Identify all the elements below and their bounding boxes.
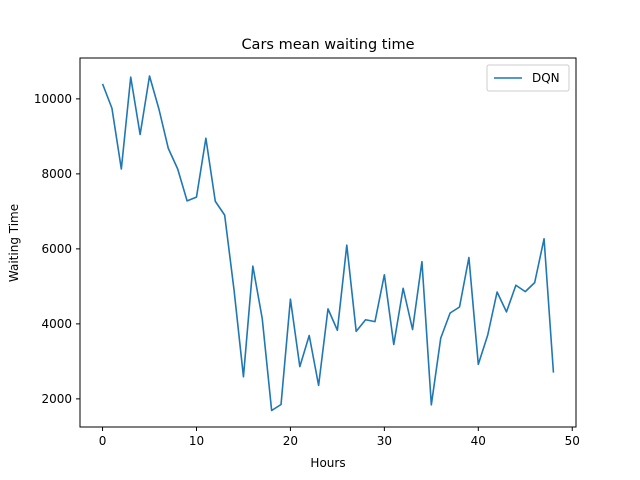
x-tick-label: 20	[283, 434, 298, 448]
x-axis: 0 10 20 30 40 50	[99, 427, 580, 448]
x-axis-label: Hours	[310, 456, 345, 470]
y-axis-label: Waiting Time	[7, 204, 21, 282]
x-tick-label: 40	[471, 434, 486, 448]
y-tick-label: 8000	[41, 167, 72, 181]
y-tick-label: 2000	[41, 392, 72, 406]
series-layer	[101, 75, 555, 412]
plot-area-frame	[79, 57, 577, 428]
x-tick-label: 10	[189, 434, 204, 448]
legend: DQN	[486, 64, 570, 92]
legend-box	[486, 64, 570, 92]
y-tick-label: 6000	[41, 242, 72, 256]
y-tick-label: 10000	[34, 92, 72, 106]
y-axis: 2000 4000 6000 8000 10000	[34, 92, 80, 406]
chart-title: Cars mean waiting time	[241, 37, 414, 53]
series-line	[101, 75, 555, 412]
y-tick-label: 4000	[41, 317, 72, 331]
x-tick-label: 50	[565, 434, 580, 448]
legend-label: DQN	[532, 71, 560, 85]
x-tick-label: 0	[99, 434, 107, 448]
x-tick-label: 30	[377, 434, 392, 448]
